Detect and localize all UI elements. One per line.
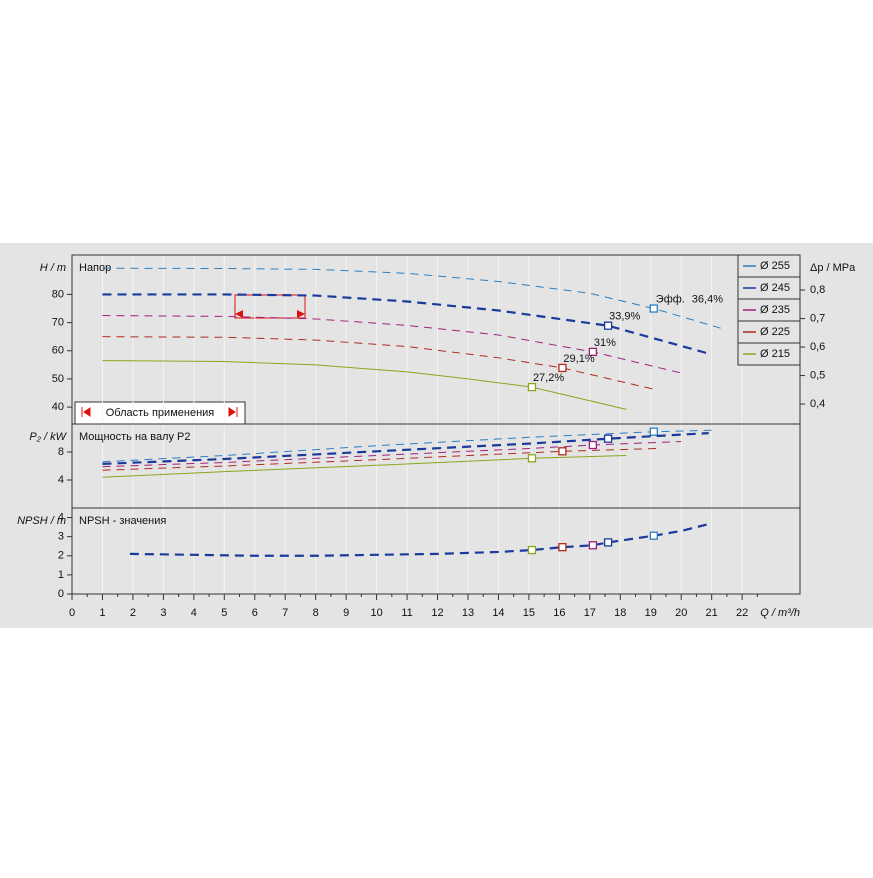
efficiency-label: 27,2% bbox=[533, 372, 564, 384]
duty-point bbox=[527, 454, 537, 463]
duty-point bbox=[649, 531, 658, 540]
axis-label: H / m bbox=[40, 262, 66, 274]
y2-tick-label: 0,8 bbox=[810, 284, 825, 296]
x-tick-label: 10 bbox=[370, 607, 382, 619]
axis-label: Δp / MPa bbox=[810, 262, 856, 274]
curve bbox=[102, 455, 627, 478]
y-tick-label: 0 bbox=[58, 588, 64, 600]
curve bbox=[102, 441, 682, 468]
efficiency-label: 33,9% bbox=[609, 311, 640, 323]
legend-label: Ø 235 bbox=[760, 304, 790, 316]
x-tick-label: 6 bbox=[252, 607, 258, 619]
y2-tick-label: 0,4 bbox=[810, 398, 825, 410]
x-tick-label: 19 bbox=[645, 607, 657, 619]
duty-point bbox=[527, 382, 537, 392]
curve bbox=[102, 267, 721, 329]
y-tick-label: 2 bbox=[58, 550, 64, 562]
x-tick-label: 21 bbox=[706, 607, 718, 619]
y2-tick-label: 0,6 bbox=[810, 341, 825, 353]
x-tick-label: 17 bbox=[584, 607, 596, 619]
duty-point bbox=[527, 545, 537, 555]
duty-point bbox=[649, 304, 658, 313]
curve bbox=[102, 429, 712, 463]
efficiency-label: 36,4% bbox=[692, 293, 723, 305]
panel-title: NPSH - значения bbox=[79, 515, 166, 527]
x-tick-label: 16 bbox=[553, 607, 565, 619]
duty-point bbox=[588, 541, 598, 550]
y2-tick-label: 0,7 bbox=[810, 312, 825, 324]
y-tick-label: 60 bbox=[52, 345, 64, 357]
x-tick-label: 9 bbox=[343, 607, 349, 619]
efficiency-prefix: Эфф. bbox=[656, 293, 685, 305]
duty-point bbox=[588, 440, 598, 450]
y-tick-label: 8 bbox=[58, 446, 64, 458]
panel-title: Напор bbox=[79, 262, 111, 274]
x-tick-label: 3 bbox=[160, 607, 166, 619]
x-tick-label: 5 bbox=[221, 607, 227, 619]
x-tick-label: 2 bbox=[130, 607, 136, 619]
axis-label: Q / m³/h bbox=[760, 607, 800, 619]
y-tick-label: 80 bbox=[52, 288, 64, 300]
duty-point bbox=[603, 321, 613, 330]
x-tick-label: 15 bbox=[523, 607, 535, 619]
y-tick-label: 50 bbox=[52, 373, 64, 385]
x-tick-label: 11 bbox=[401, 607, 412, 619]
x-tick-label: 4 bbox=[191, 607, 197, 619]
y-tick-label: 3 bbox=[58, 531, 64, 543]
panel-title: Мощность на валу P2 bbox=[79, 431, 191, 443]
efficiency-label: 31% bbox=[594, 337, 616, 349]
y-tick-label: 4 bbox=[58, 511, 64, 523]
x-tick-label: 7 bbox=[282, 607, 288, 619]
curve bbox=[102, 432, 709, 465]
x-tick-label: 13 bbox=[462, 607, 474, 619]
x-tick-label: 12 bbox=[431, 607, 443, 619]
y-tick-label: 1 bbox=[58, 569, 64, 581]
x-tick-label: 14 bbox=[492, 607, 504, 619]
legend-box bbox=[737, 342, 801, 366]
x-tick-label: 1 bbox=[99, 607, 105, 619]
duty-point bbox=[603, 538, 613, 547]
legend-label: Ø 255 bbox=[760, 260, 790, 272]
plot-frame bbox=[71, 507, 801, 595]
axis-label: NPSH / m bbox=[17, 515, 66, 527]
duty-point bbox=[558, 543, 567, 552]
duty-point bbox=[588, 347, 598, 357]
y2-tick-label: 0,5 bbox=[810, 369, 825, 381]
curve bbox=[102, 293, 709, 355]
legend-label: Ø 225 bbox=[760, 326, 790, 338]
x-tick-label: 20 bbox=[675, 607, 687, 619]
x-tick-label: 8 bbox=[313, 607, 319, 619]
y-tick-label: 4 bbox=[58, 474, 64, 486]
duty-point bbox=[558, 363, 567, 373]
duty-point bbox=[558, 447, 567, 456]
range-label: Область применения bbox=[106, 407, 215, 419]
efficiency-label: 29,1% bbox=[563, 353, 594, 365]
x-tick-label: 0 bbox=[69, 607, 75, 619]
curve bbox=[102, 448, 657, 471]
range-box bbox=[74, 294, 306, 425]
legend-label: Ø 245 bbox=[760, 282, 790, 294]
background bbox=[0, 243, 873, 628]
duty-point bbox=[603, 434, 613, 443]
legend-label: Ø 215 bbox=[760, 348, 790, 360]
x-tick-label: 22 bbox=[736, 607, 748, 619]
y-tick-label: 70 bbox=[52, 317, 64, 329]
x-tick-label: 18 bbox=[614, 607, 626, 619]
duty-point bbox=[649, 427, 658, 436]
y-tick-label: 40 bbox=[52, 401, 64, 413]
axis-label: P₂ / kW bbox=[29, 431, 67, 443]
curve bbox=[129, 522, 712, 557]
